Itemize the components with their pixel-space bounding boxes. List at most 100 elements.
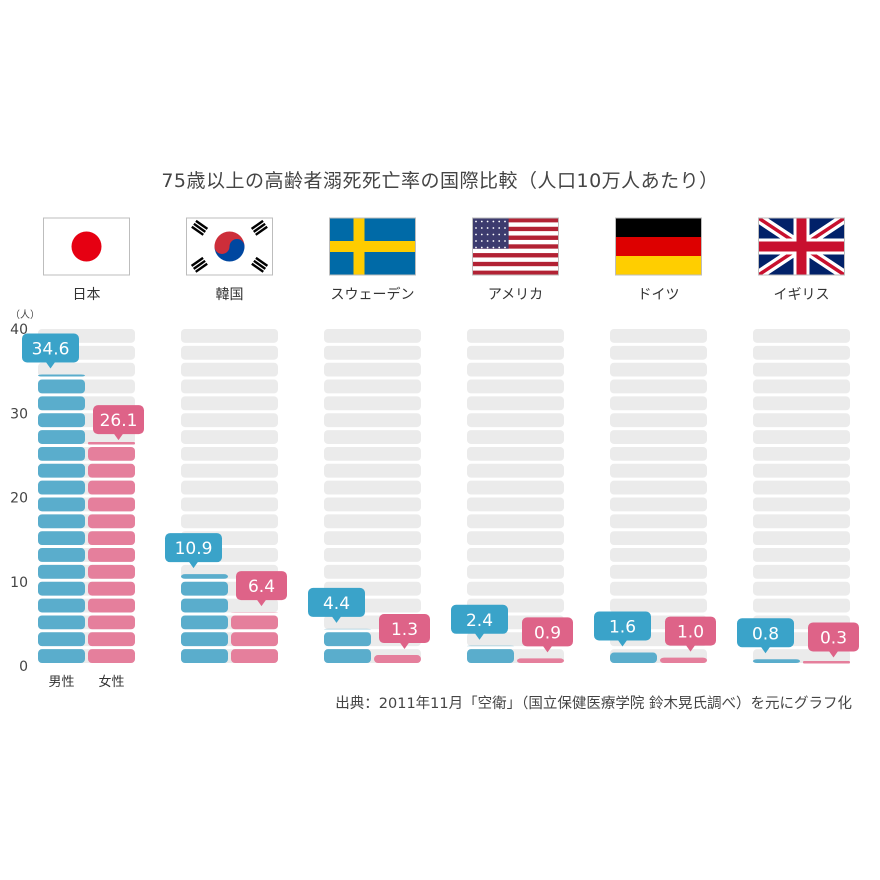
- bar-segment: [324, 632, 371, 647]
- flag-star: [475, 246, 477, 249]
- background-slot: [753, 413, 850, 428]
- bar-segment: [88, 649, 135, 663]
- bar-segment: [753, 659, 800, 663]
- bar-segment: [38, 514, 85, 529]
- value-label-male: 34.6: [22, 333, 79, 369]
- value-label-female: 26.1: [93, 405, 144, 441]
- korea-flag: [186, 217, 273, 276]
- bar-segment: [181, 581, 228, 596]
- flag-star: [498, 220, 501, 223]
- bar-segment: [88, 548, 135, 562]
- y-tick-label: 30: [10, 406, 28, 422]
- background-slot: [753, 329, 850, 343]
- background-slot: [753, 564, 850, 579]
- background-slot: [610, 548, 707, 562]
- uk-flag: [758, 217, 845, 276]
- flag-disc: [71, 231, 102, 262]
- background-slot: [324, 480, 421, 495]
- data-label: 10.9: [175, 539, 213, 559]
- background-slot: [181, 497, 278, 512]
- chart-title: 75歳以上の高齢者溺死死亡率の国際比較（人口10万人あたり）: [161, 170, 719, 192]
- background-slot: [467, 514, 564, 529]
- background-slot: [753, 430, 850, 444]
- bar-segment: [181, 598, 228, 613]
- bar-segment: [88, 463, 135, 478]
- trigram-bar: [251, 262, 264, 273]
- bar-segment: [38, 430, 85, 444]
- flag-star: [492, 246, 495, 249]
- background-slot: [610, 514, 707, 529]
- background-slot: [753, 396, 850, 411]
- callout-pointer: [474, 632, 485, 640]
- bar-female: [660, 657, 707, 663]
- data-label: 0.3: [820, 628, 847, 648]
- flag-stripe: [472, 231, 559, 236]
- background-slot: [467, 497, 564, 512]
- value-label-male: 10.9: [165, 533, 222, 569]
- callout-box: [165, 533, 222, 563]
- flag-band: [615, 218, 702, 237]
- flag-star: [475, 227, 477, 229]
- trigram-bar: [192, 259, 206, 270]
- flag-star: [504, 240, 506, 242]
- background-slot: [467, 362, 564, 377]
- value-label-female: 1.0: [665, 616, 716, 652]
- flag-star: [475, 240, 477, 242]
- flag-canton: [472, 218, 509, 249]
- flag-star: [492, 227, 495, 229]
- bar-segment: [803, 661, 850, 664]
- bar-segment: [38, 374, 85, 377]
- callout-box: [594, 611, 651, 641]
- background-slot: [753, 362, 850, 377]
- flag-star: [504, 220, 506, 223]
- value-label-male: 4.4: [308, 587, 365, 623]
- background-slot: [324, 548, 421, 562]
- background-slot: [324, 463, 421, 478]
- bar-segment: [181, 632, 228, 647]
- data-label: 6.4: [248, 577, 275, 597]
- data-label: 2.4: [466, 611, 493, 631]
- bar-segment: [38, 531, 85, 546]
- flag-star: [480, 227, 483, 229]
- background-slot: [324, 514, 421, 529]
- background-slot: [467, 531, 564, 546]
- bar-male: [467, 645, 514, 663]
- background-slot: [181, 514, 278, 529]
- bar-segment: [38, 463, 85, 478]
- germany-flag: [615, 217, 702, 276]
- callout-box: [308, 587, 365, 617]
- bar-segment: [38, 446, 85, 461]
- flag-star: [486, 233, 489, 236]
- background-slot: [467, 379, 564, 394]
- callout-pointer: [188, 561, 199, 569]
- bar-segment: [88, 632, 135, 647]
- callout-pointer: [760, 646, 771, 654]
- trigram-bar: [252, 222, 266, 233]
- bar-segment: [38, 581, 85, 596]
- flag-stripe: [472, 222, 559, 227]
- flag-border: [472, 217, 559, 276]
- flag-star: [486, 220, 489, 223]
- flag-cross-horizontal: [329, 241, 416, 252]
- bar-segment: [38, 396, 85, 411]
- callout-box: [737, 618, 794, 648]
- background-slot: [753, 480, 850, 495]
- flag-star: [492, 240, 495, 242]
- flag-stripe: [472, 261, 559, 267]
- bar-segment: [38, 615, 85, 630]
- trigram-bar: [195, 262, 208, 273]
- background-slot: [467, 430, 564, 444]
- bar-segment: [88, 564, 135, 579]
- bar-segment: [88, 514, 135, 529]
- background-slot: [467, 581, 564, 596]
- flag-star: [498, 240, 501, 242]
- callout-pointer: [685, 644, 696, 652]
- flag-star: [486, 240, 489, 242]
- taeguk-swirl: [214, 239, 230, 254]
- bar-male: [610, 652, 657, 663]
- bar-segment: [88, 446, 135, 461]
- data-label: 1.3: [391, 620, 418, 640]
- flag-star: [480, 240, 483, 242]
- background-slot: [610, 329, 707, 343]
- background-slot: [181, 463, 278, 478]
